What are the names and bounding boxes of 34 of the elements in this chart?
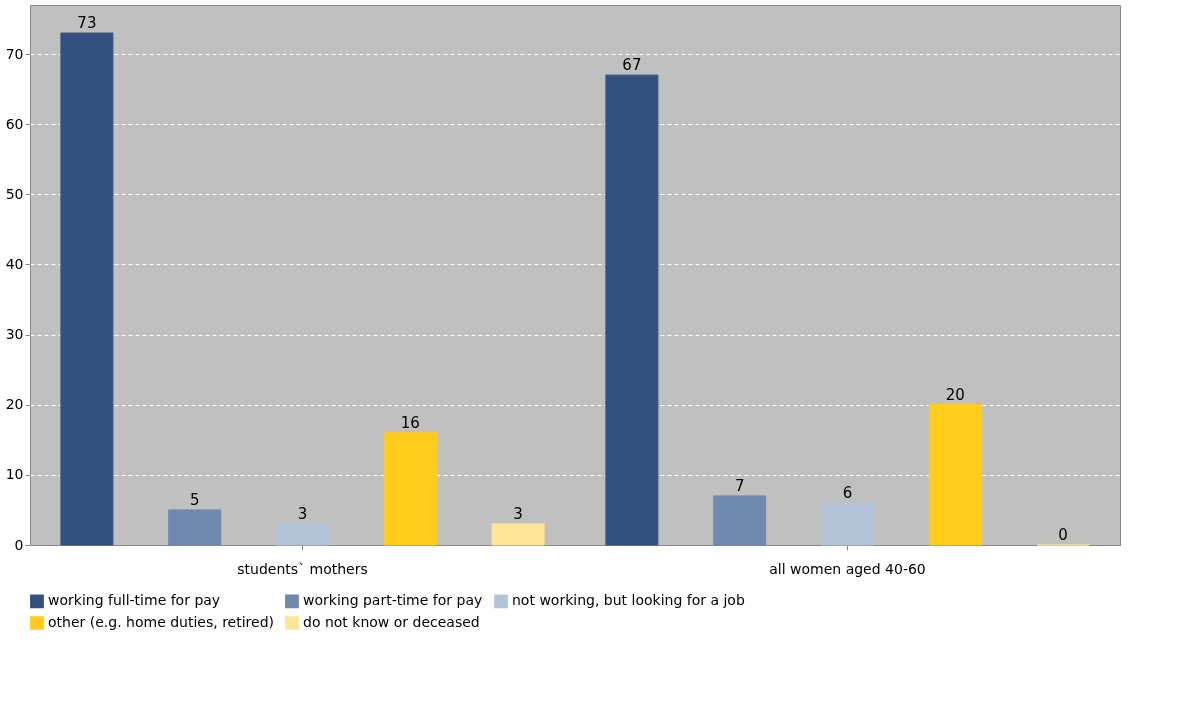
bar [605, 74, 659, 546]
bar [60, 32, 114, 546]
y-tick-label: 50 [5, 185, 24, 202]
data-label: 7 [734, 476, 745, 495]
y-tick-label: 10 [5, 466, 24, 483]
bar [276, 523, 329, 546]
bar [713, 495, 767, 546]
y-tick-label: 60 [5, 115, 24, 132]
y-tick-label: 40 [5, 255, 24, 272]
y-tick-label: 0 [14, 536, 24, 553]
data-label: 3 [513, 504, 523, 523]
y-tick-label: 20 [5, 396, 24, 413]
data-label: 73 [77, 14, 97, 33]
data-label: 0 [1058, 526, 1068, 544]
bar [928, 404, 982, 546]
data-label: 3 [297, 504, 308, 523]
data-label: 67 [622, 56, 642, 75]
data-label: 6 [842, 483, 853, 502]
bar [821, 502, 874, 546]
x-tick-label: all women aged 40-60 [769, 560, 926, 577]
legend-label: other (e.g. home duties, retired) [48, 614, 274, 630]
y-tick-label: 30 [5, 326, 24, 343]
data-label: 20 [945, 385, 965, 404]
x-tick-label: students` mothers [237, 560, 368, 577]
legend-label: not working, but looking for a job [512, 592, 745, 609]
bar [383, 432, 437, 546]
y-tick-label: 70 [5, 45, 24, 62]
bar [168, 509, 222, 546]
data-label: 5 [189, 490, 200, 509]
legend-label: working full-time for pay [48, 592, 221, 609]
bar [491, 523, 545, 546]
data-label: 16 [400, 413, 420, 432]
legend-label: do not know or deceased [303, 614, 480, 630]
legend-label: working part-time for pay [303, 592, 483, 609]
